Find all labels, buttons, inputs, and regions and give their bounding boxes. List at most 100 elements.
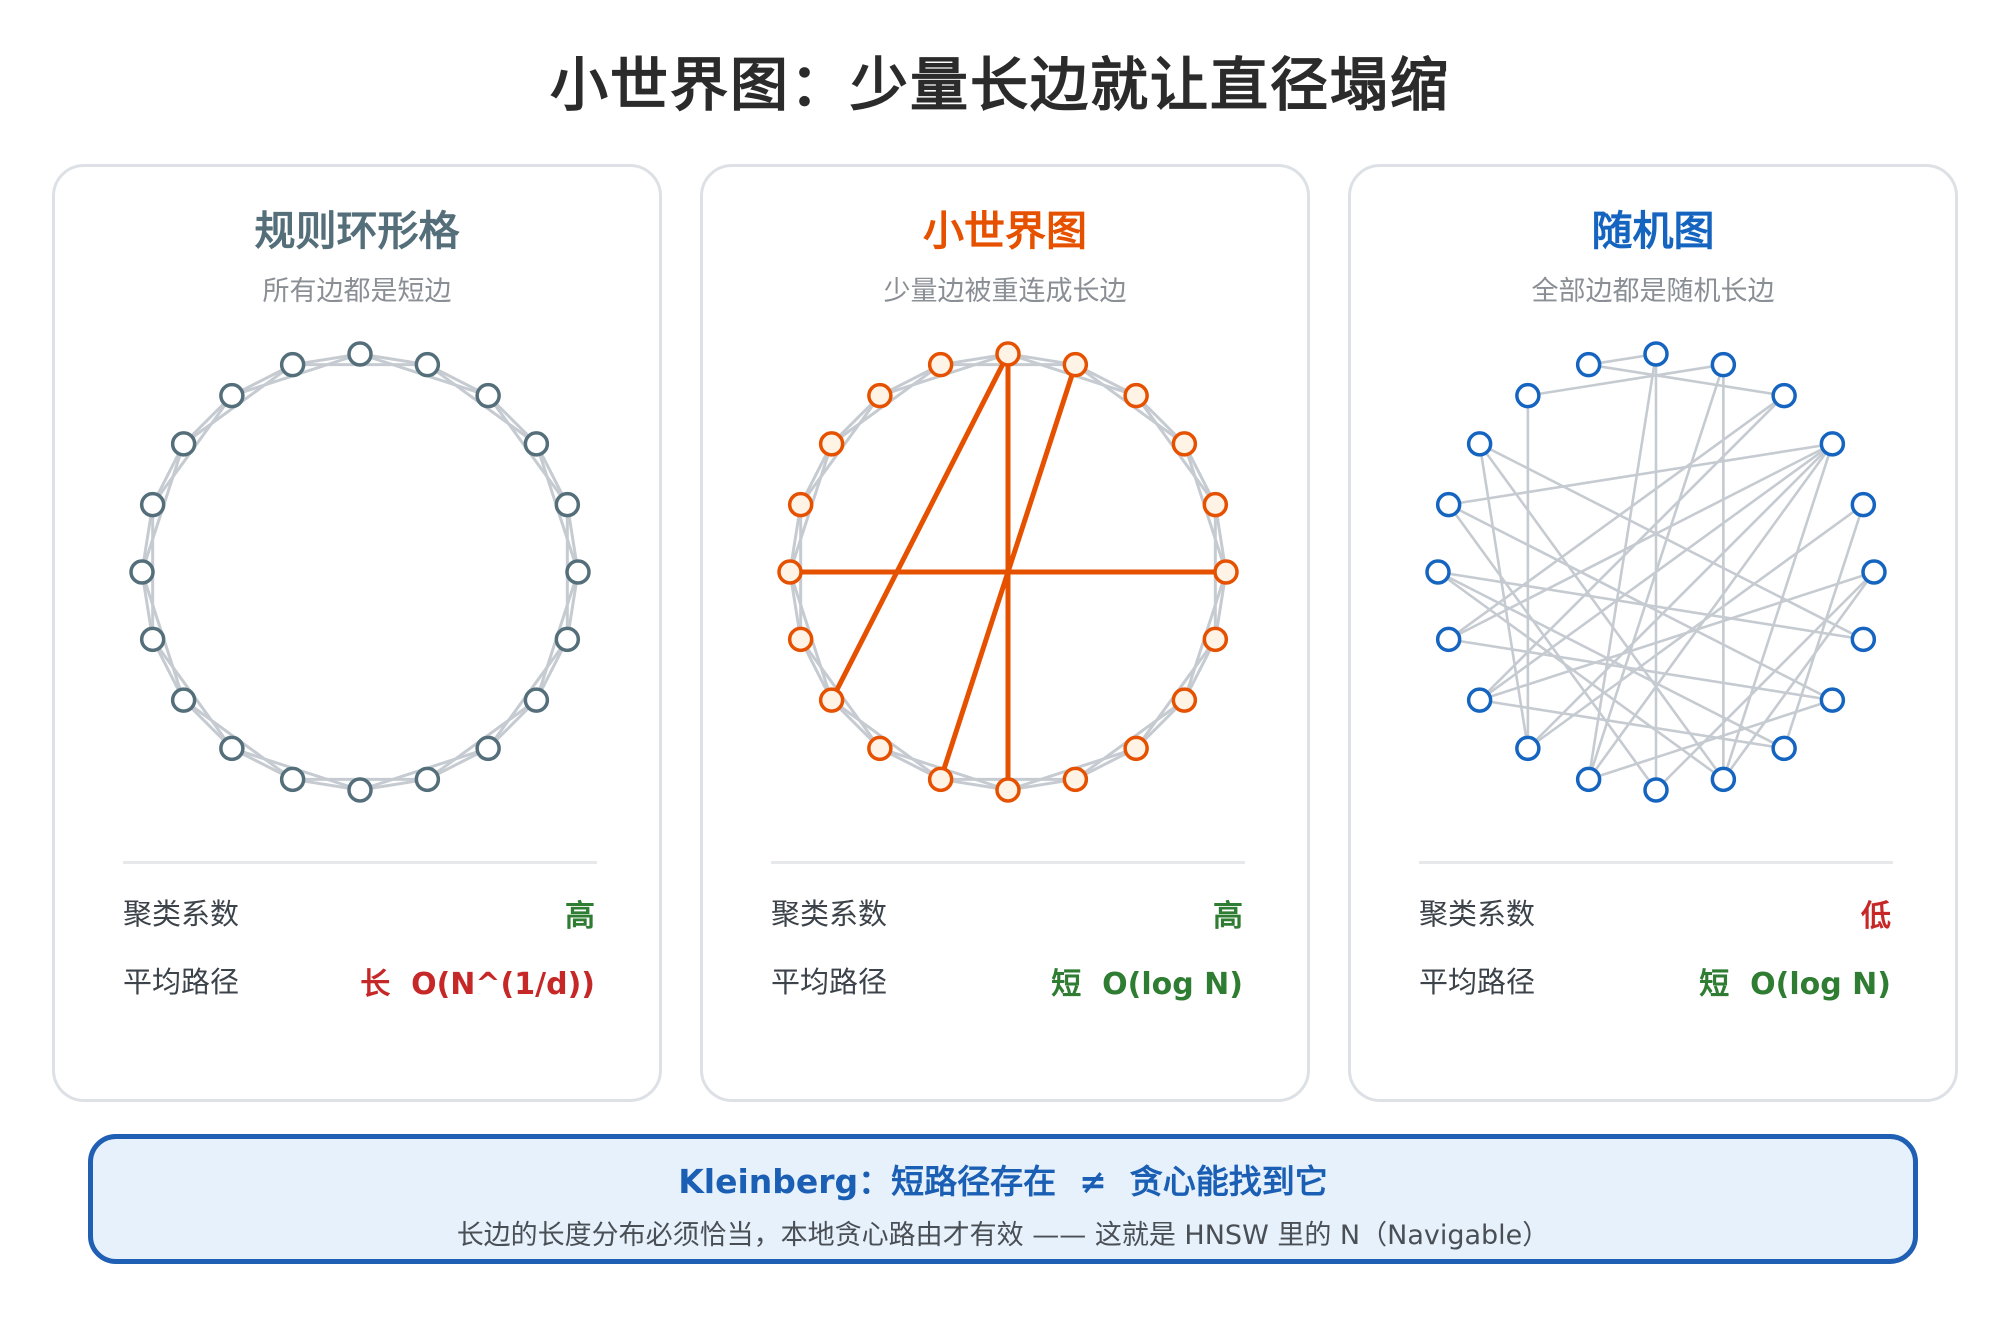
random-edge (1436, 570, 1786, 750)
random-edge (1587, 352, 1658, 781)
graph-node (554, 626, 581, 653)
random-edge (1478, 570, 1876, 702)
random-edge (1478, 442, 1865, 641)
random-edge (1478, 394, 1786, 702)
graph-node (1435, 491, 1462, 518)
graph-node (1213, 559, 1239, 585)
graph-node (1515, 382, 1541, 409)
random-edge (1722, 442, 1834, 781)
graph-node (1202, 491, 1229, 518)
random-edge (1526, 363, 1725, 397)
graph-node (927, 351, 954, 378)
panel-subtitle: 全部边都是随机长边 (1531, 276, 1775, 307)
random-edge (1447, 442, 1834, 641)
graph-node (1850, 626, 1877, 653)
random-edge (1478, 698, 1786, 750)
graph-node (1710, 766, 1737, 793)
callout-body: 长边的长度分布必须恰当，本地贪心路由才有效 —— 这就是 HNSW 里的 N（N… (456, 1220, 1550, 1251)
random-edge (1447, 503, 1658, 792)
path-value: 长 O(N^(1/d)) (360, 967, 595, 1002)
graph-node (1710, 351, 1737, 378)
graph-node (927, 766, 954, 793)
clustering-value: 高 (565, 899, 595, 934)
graph-node (414, 351, 441, 378)
graph-node (1850, 491, 1877, 518)
graph-node (1643, 341, 1669, 367)
graph-node (1171, 687, 1198, 713)
graph-node (1771, 382, 1797, 409)
graph-node (279, 351, 306, 378)
clustering-label: 聚类系数 (123, 897, 240, 931)
random-edge (1447, 442, 1834, 506)
graph-node (1062, 351, 1089, 378)
path-value: 短 O(log N) (1699, 967, 1891, 1002)
graph-node (1575, 766, 1602, 793)
panel-title: 随机图 (1591, 207, 1715, 255)
clustering-value: 高 (1213, 899, 1243, 934)
graph-node (475, 735, 501, 762)
kleinberg-callout: Kleinberg：短路径存在 ≠ 贪心能找到它 长边的长度分布必须恰当，本地贪… (88, 1134, 1918, 1264)
random-edge (1447, 394, 1786, 641)
graph-node (139, 626, 166, 653)
random-edge (1654, 570, 1876, 792)
graph-node (1202, 626, 1229, 653)
random-edge (1447, 638, 1834, 702)
graph-node (565, 559, 591, 585)
graph-node (995, 777, 1021, 803)
callout-title: Kleinberg：短路径存在 ≠ 贪心能找到它 (678, 1162, 1328, 1201)
graph-node (1771, 735, 1797, 762)
random-edge (1447, 503, 1834, 702)
graph-node (279, 766, 306, 793)
clustering-value: 低 (1861, 899, 1891, 934)
long-edge (829, 351, 1011, 703)
random-edge (1436, 570, 1725, 781)
random-edge (1478, 442, 1725, 781)
graph-node (523, 431, 550, 457)
path-label: 平均路径 (1419, 965, 1536, 999)
ring-lattice-graph (129, 341, 591, 803)
graph-node (1123, 735, 1149, 762)
graph-node (170, 687, 197, 713)
graph-node (414, 766, 441, 793)
graph-node (1861, 559, 1887, 585)
random-edge (1436, 570, 1865, 641)
panel-small-world: 小世界图 少量边被重连成长边 聚类系数 高 平均路径 短 O(log N) (700, 164, 1310, 1102)
panel-subtitle: 所有边都是短边 (262, 276, 452, 307)
graph-node (1466, 687, 1493, 713)
panel-random-graph: 随机图 全部边都是随机长边 聚类系数 低 平均路径 短 O(log N) (1348, 164, 1958, 1102)
panel-subtitle: 少量边被重连成长边 (883, 276, 1127, 307)
graph-node (1515, 735, 1541, 762)
random-edge (1526, 442, 1834, 750)
graph-node (139, 491, 166, 518)
path-value: 短 O(log N) (1051, 967, 1243, 1002)
random-edge (1587, 442, 1834, 781)
graph-node (818, 431, 845, 457)
path-label: 平均路径 (771, 965, 888, 999)
panel-title: 小世界图 (923, 207, 1087, 255)
graph-node (475, 382, 501, 409)
path-label: 平均路径 (123, 965, 240, 999)
random-edge (1782, 503, 1865, 750)
random-edge (1478, 442, 1530, 750)
graph-node (777, 559, 803, 585)
graph-node (1171, 431, 1198, 457)
random-edge (1722, 570, 1876, 781)
page-title: 小世界图：少量长边就让直径塌缩 (549, 51, 1450, 119)
random-edge (1526, 503, 1865, 750)
clustering-label: 聚类系数 (771, 897, 888, 931)
graph-node (1575, 351, 1602, 378)
small-world-graph (777, 341, 1239, 803)
graph-node (1062, 766, 1089, 793)
graph-node (170, 431, 197, 457)
random-edge (1587, 363, 1786, 397)
graph-node (818, 687, 845, 713)
graph-node (1123, 382, 1149, 409)
graph-node (1466, 431, 1493, 457)
graph-node (787, 626, 814, 653)
random-edge (1587, 698, 1834, 781)
graph-node (347, 777, 373, 803)
divider (123, 861, 597, 864)
graph-node (219, 382, 245, 409)
graph-node (129, 559, 155, 585)
panel-title: 规则环形格 (254, 207, 460, 255)
